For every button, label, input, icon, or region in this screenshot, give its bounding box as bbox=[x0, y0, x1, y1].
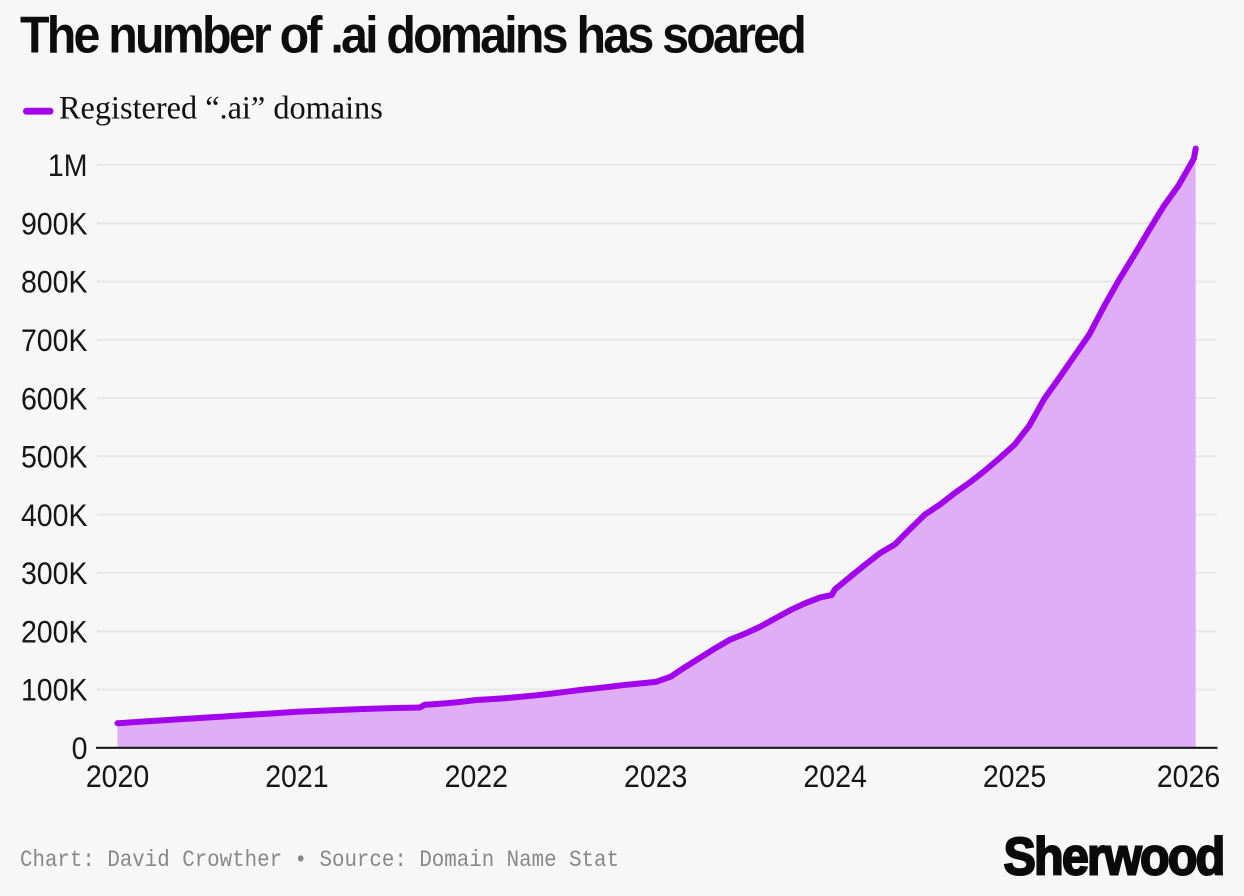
svg-text:400K: 400K bbox=[21, 499, 88, 533]
svg-text:Sherwood: Sherwood bbox=[1004, 827, 1224, 886]
svg-text:300K: 300K bbox=[21, 557, 88, 591]
svg-text:Registered “.ai” domains: Registered “.ai” domains bbox=[59, 89, 383, 125]
svg-text:0: 0 bbox=[72, 732, 88, 766]
svg-text:The number of .ai domains has: The number of .ai domains has soared bbox=[20, 6, 804, 64]
svg-text:200K: 200K bbox=[21, 615, 88, 649]
svg-text:2026: 2026 bbox=[1157, 760, 1220, 794]
svg-text:2023: 2023 bbox=[624, 760, 687, 794]
svg-text:2025: 2025 bbox=[983, 760, 1046, 794]
svg-text:100K: 100K bbox=[21, 674, 88, 708]
svg-text:700K: 700K bbox=[21, 324, 88, 358]
svg-text:2024: 2024 bbox=[803, 760, 866, 794]
svg-text:2021: 2021 bbox=[265, 760, 328, 794]
svg-text:800K: 800K bbox=[21, 266, 88, 300]
svg-text:900K: 900K bbox=[21, 207, 88, 241]
svg-text:600K: 600K bbox=[21, 382, 88, 416]
svg-text:2020: 2020 bbox=[86, 760, 149, 794]
svg-text:Chart: David Crowther • Source: Chart: David Crowther • Source: Domain N… bbox=[20, 847, 619, 873]
svg-text:2022: 2022 bbox=[445, 760, 508, 794]
svg-text:1M: 1M bbox=[48, 149, 88, 183]
svg-text:500K: 500K bbox=[21, 440, 88, 474]
